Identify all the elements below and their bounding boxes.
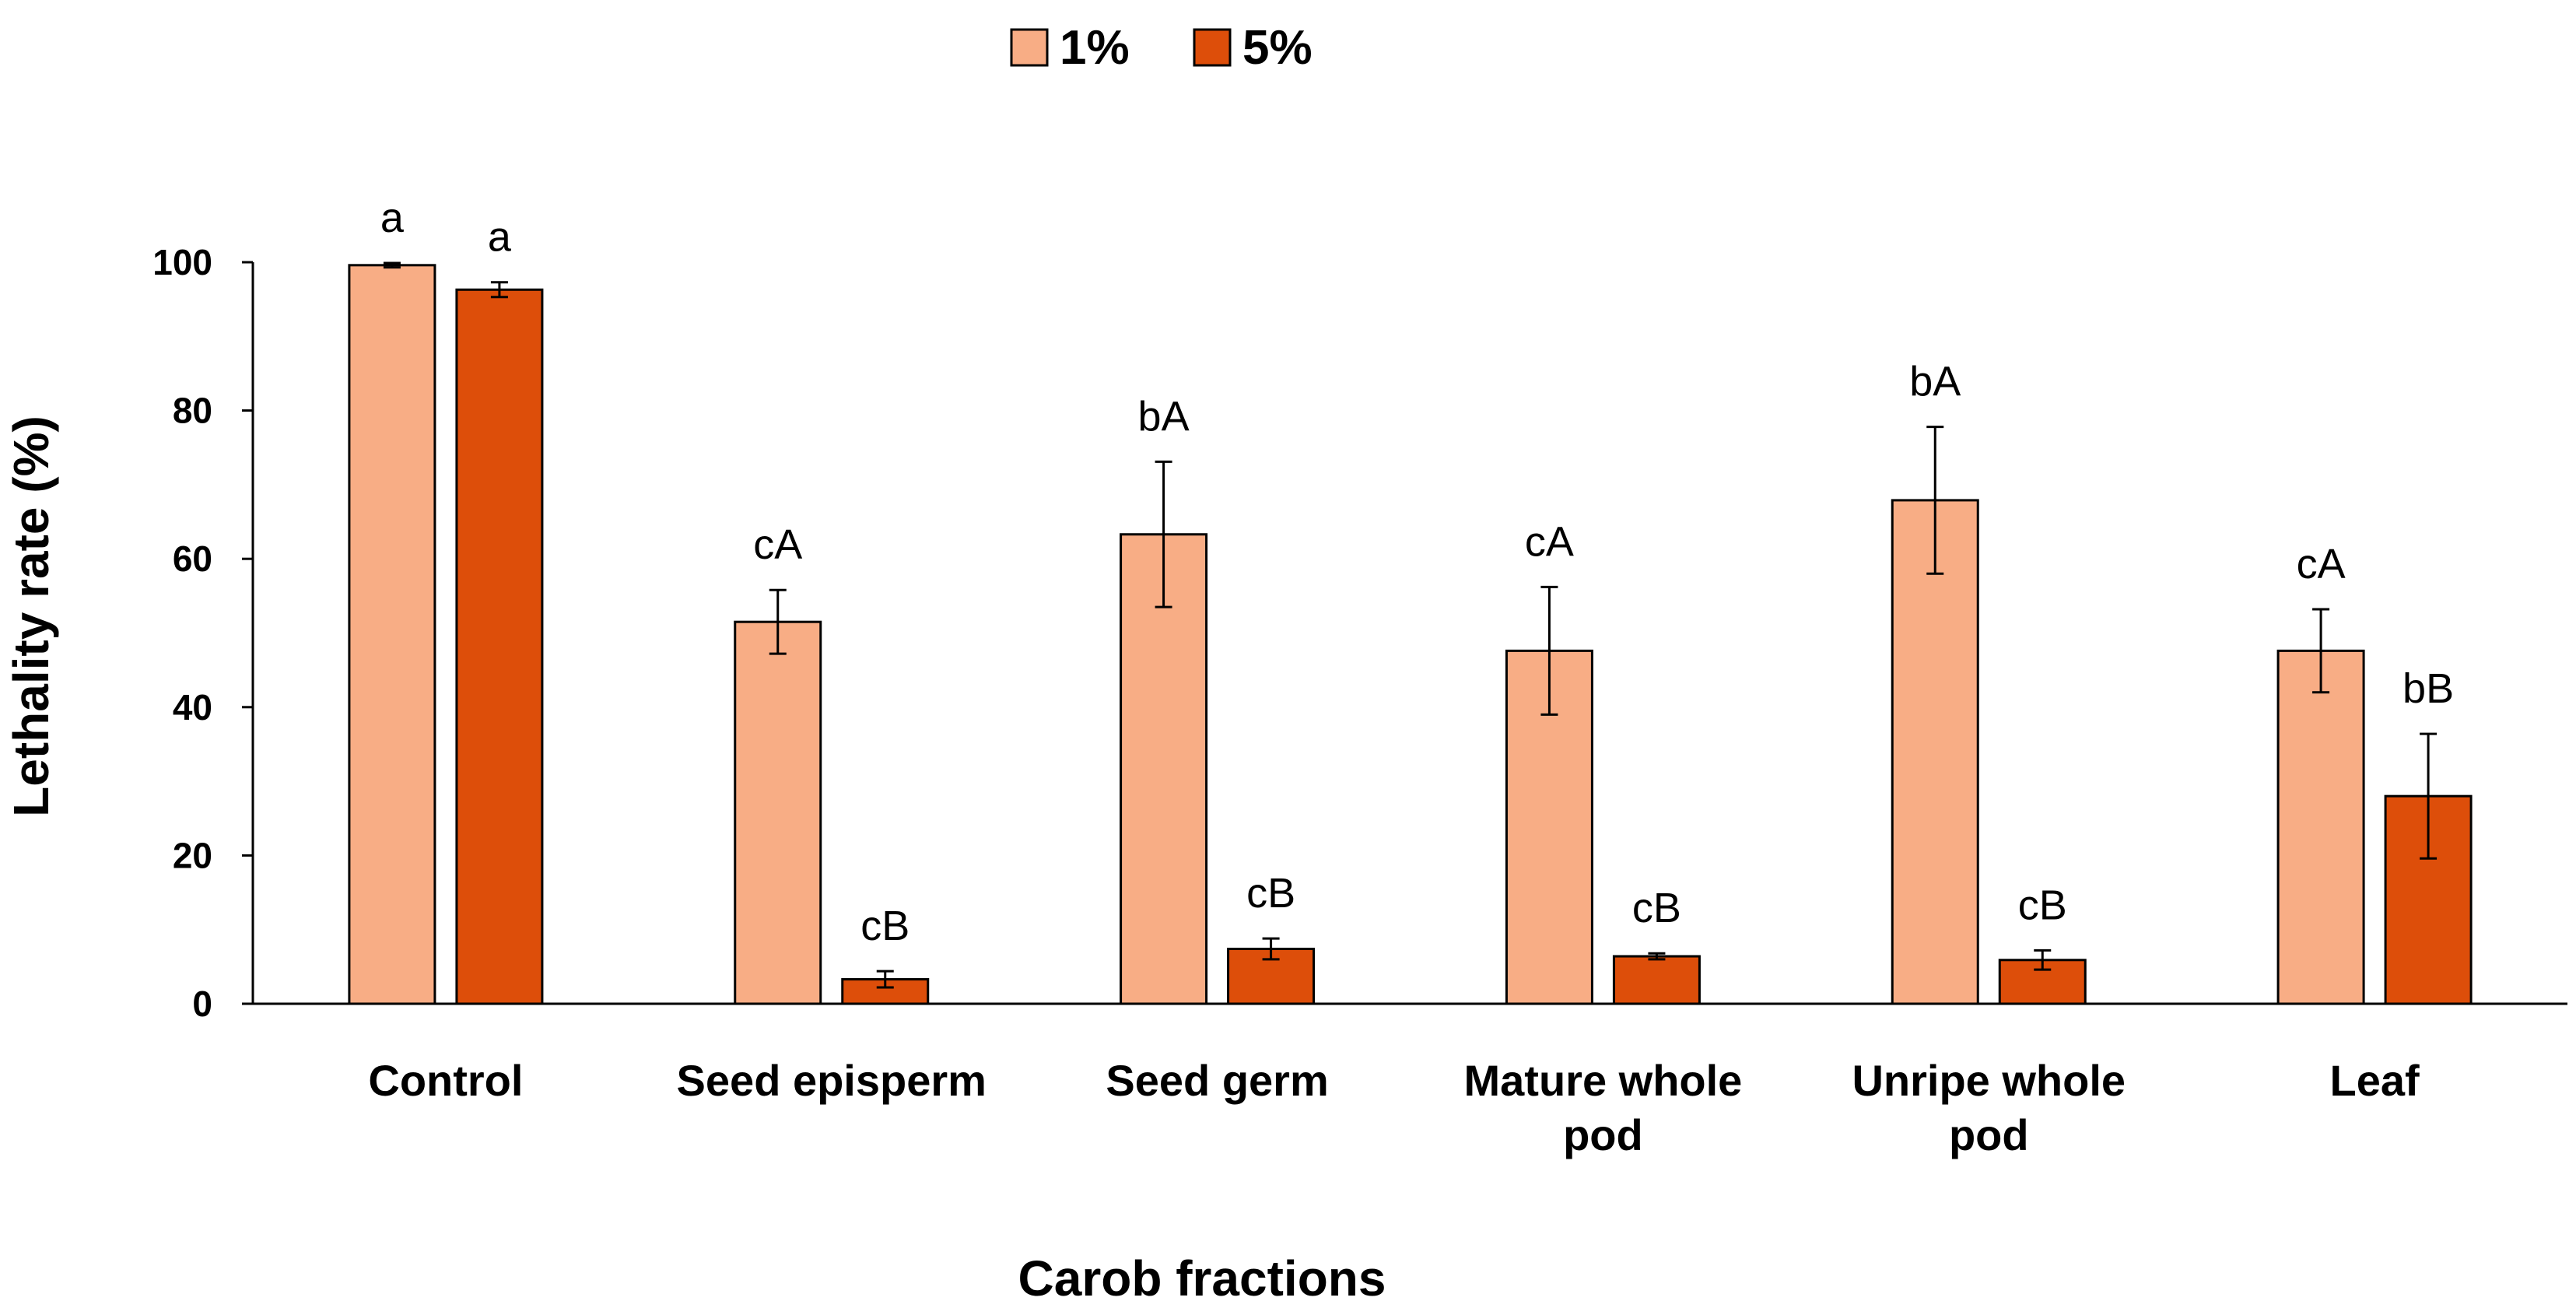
- x-axis: Control Seed episperm Seed germ Mature whol…: [253, 1002, 2567, 1159]
- x-tick-label: Leaf: [2330, 1056, 2420, 1105]
- y-axis: 0 20 40 60 80 100: [152, 242, 254, 1024]
- y-tick-label: 80: [173, 391, 212, 431]
- y-axis-title: Lethality rate (%): [3, 416, 59, 817]
- significance-label: bA: [1138, 393, 1190, 440]
- significance-label: cA: [2297, 541, 2346, 587]
- significance-label: cA: [1525, 518, 1574, 565]
- bar-group: bA cB: [1891, 359, 2087, 1005]
- significance-label: cB: [2018, 882, 2067, 928]
- legend-label: 1%: [1060, 21, 1130, 75]
- x-tick-label: pod: [1949, 1110, 2029, 1159]
- significance-label: cB: [1246, 870, 1295, 917]
- bar: [2276, 649, 2365, 1005]
- x-axis-title: Carob fractions: [1018, 1250, 1386, 1306]
- significance-label: bA: [1909, 359, 1961, 405]
- significance-label: a: [380, 195, 405, 241]
- bar: [455, 288, 544, 1005]
- significance-label: a: [488, 214, 512, 261]
- bar-group: cA bB: [2276, 541, 2473, 1005]
- x-tick-label: Mature whole: [1464, 1056, 1743, 1105]
- y-tick-label: 100: [152, 242, 212, 282]
- y-tick-label: 20: [173, 835, 212, 875]
- legend-label: 5%: [1242, 21, 1313, 75]
- bar-group: bA cB: [1120, 393, 1316, 1005]
- bar: [1891, 499, 1979, 1005]
- x-tick-label: Unripe whole: [1852, 1056, 2126, 1105]
- significance-label: cB: [1632, 885, 1681, 931]
- y-tick-label: 0: [192, 984, 212, 1024]
- bar: [734, 620, 822, 1005]
- legend-swatch: [1010, 28, 1049, 67]
- significance-label: cA: [753, 521, 802, 568]
- x-tick-label: Control: [368, 1056, 523, 1105]
- bar-group: cA cB: [734, 521, 930, 1005]
- x-tick-label: Seed germ: [1106, 1056, 1328, 1105]
- bar: [348, 264, 436, 1005]
- y-tick-label: 40: [173, 687, 212, 728]
- y-tick-label: 60: [173, 538, 212, 579]
- bar: [1612, 955, 1701, 1005]
- significance-label: bB: [2403, 665, 2454, 712]
- x-tick-label: Seed episperm: [677, 1056, 987, 1105]
- legend-swatch: [1193, 28, 1232, 67]
- bar: [1120, 533, 1208, 1005]
- significance-label: cB: [860, 903, 909, 949]
- bar-group: cA cB: [1505, 518, 1701, 1005]
- legend: 1% 5%: [1010, 21, 1313, 75]
- x-tick-label: pod: [1563, 1110, 1643, 1159]
